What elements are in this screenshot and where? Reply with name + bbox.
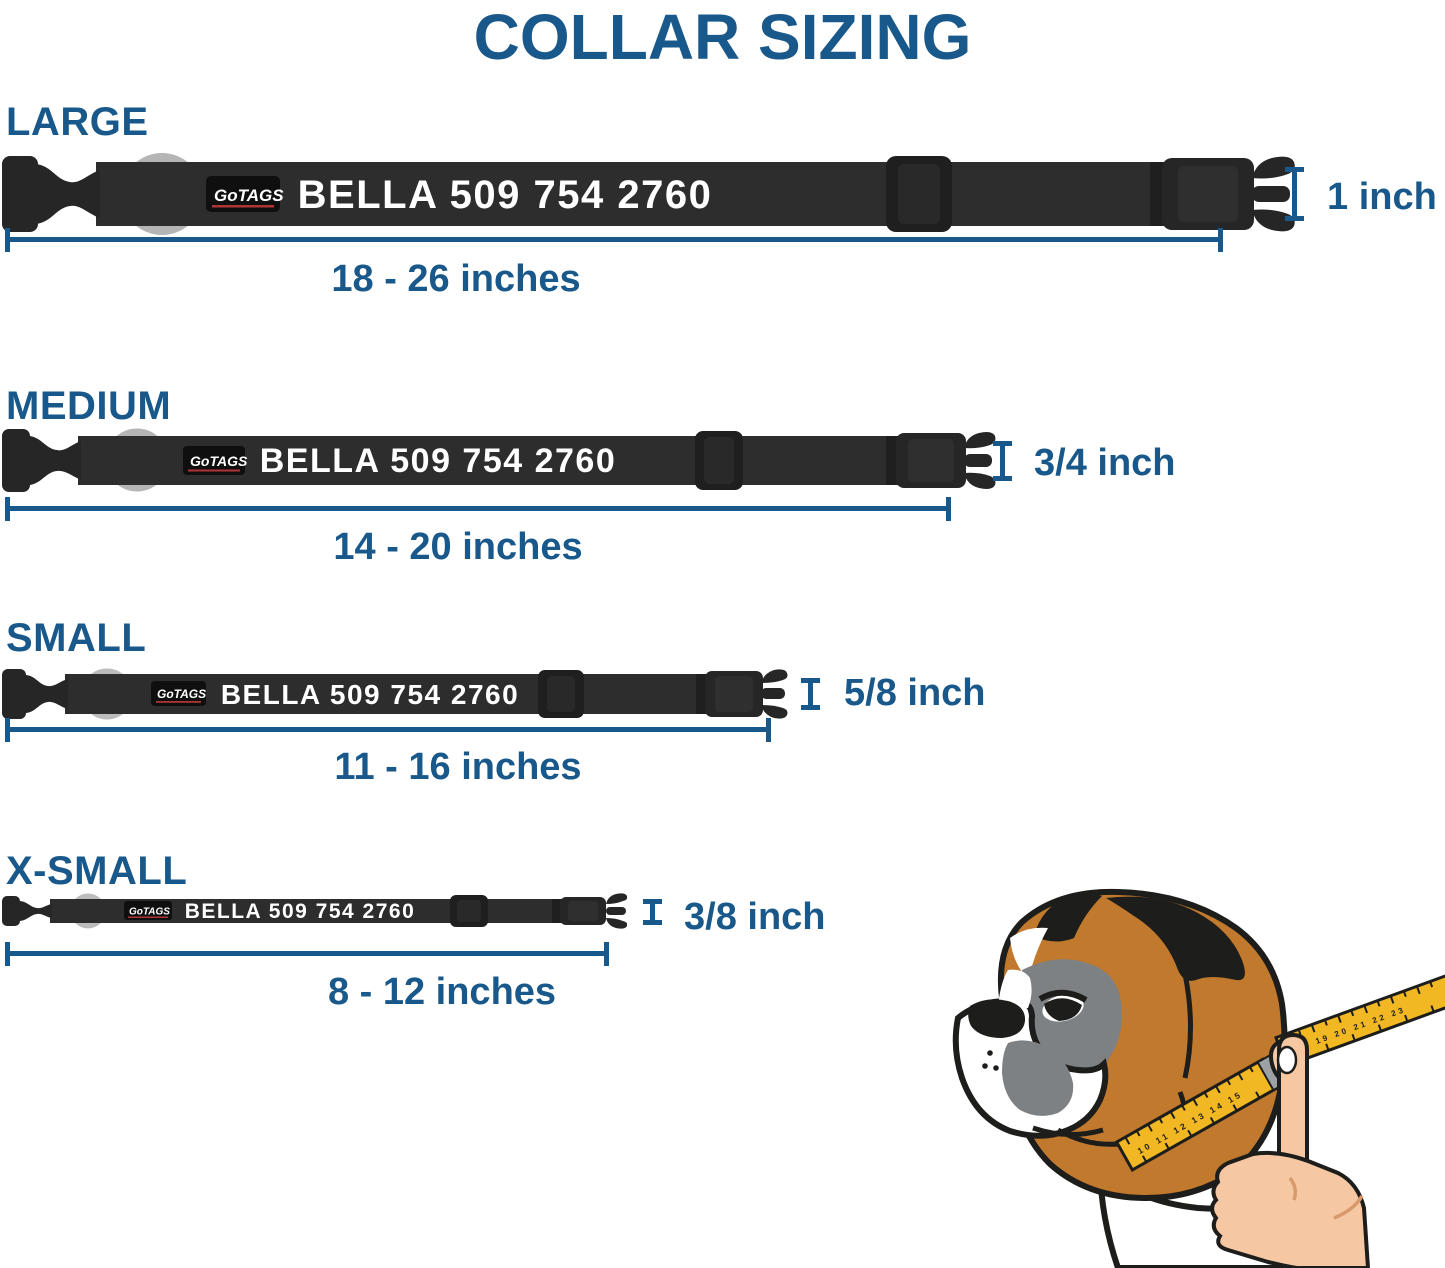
tape-tick-marks xyxy=(1124,1066,1261,1163)
length-measure-line-medium xyxy=(5,497,951,521)
length-measure-line-large xyxy=(5,228,1223,252)
size-label-small: SMALL xyxy=(6,616,147,660)
dog-blaze xyxy=(1010,927,1048,972)
logo-underline xyxy=(188,469,240,472)
collar-graphic-small: GoTAGS BELLA 509 754 2760 xyxy=(2,668,788,720)
collar-personalization-text: BELLA 509 754 2760 xyxy=(221,679,519,710)
width-indicator-large xyxy=(1285,167,1304,221)
length-range-large: 18 - 26 inches xyxy=(331,258,581,300)
length-range-medium: 14 - 20 inches xyxy=(333,526,583,568)
brand-patch xyxy=(183,446,245,475)
width-indicator-small xyxy=(801,678,820,710)
logo-underline xyxy=(128,916,168,918)
length-measure-line-small xyxy=(5,718,771,742)
buckle-male-icon xyxy=(2,156,38,232)
brand-logo: GoTAGS xyxy=(214,186,284,205)
buckle-male-icon xyxy=(2,669,26,719)
dog-ear-right-icon xyxy=(1106,896,1245,981)
dog-ear-left-icon xyxy=(1034,893,1102,942)
buckle-male-icon xyxy=(2,896,20,926)
width-indicator-xsmall xyxy=(643,899,662,925)
width-label-large: 1 inch xyxy=(1327,176,1437,218)
length-measure-line-xsmall xyxy=(5,942,609,966)
logo-underline xyxy=(156,701,201,703)
brand-patch xyxy=(124,901,172,920)
length-range-xsmall: 8 - 12 inches xyxy=(327,971,557,1013)
hand-fist xyxy=(1210,1150,1371,1268)
size-label-xsmall: X-SMALL xyxy=(6,849,188,893)
brand-logo: GoTAGS xyxy=(129,907,170,918)
page-title: COLLAR SIZING xyxy=(473,1,972,73)
collar-graphic-xsmall: GoTAGS BELLA 509 754 2760 xyxy=(2,893,628,929)
width-label-small: 5/8 inch xyxy=(844,672,986,714)
thumbnail xyxy=(1276,1045,1298,1075)
brand-patch xyxy=(206,176,280,212)
dog-measuring-illustration: 10 11 12 13 14 15 18 19 20 21 22 23 xyxy=(952,888,1445,1268)
logo-underline xyxy=(212,205,274,208)
collar-personalization-text: BELLA 509 754 2760 xyxy=(260,442,617,480)
collar-graphic-medium: GoTAGS BELLA 509 754 2760 xyxy=(2,428,996,492)
size-label-medium: MEDIUM xyxy=(6,384,172,428)
width-label-xsmall: 3/8 inch xyxy=(684,896,826,938)
brand-logo: GoTAGS xyxy=(157,687,206,701)
size-label-large: LARGE xyxy=(6,100,149,144)
width-label-medium: 3/4 inch xyxy=(1034,442,1176,484)
dog-nose-icon xyxy=(968,999,1026,1038)
buckle-male-icon xyxy=(2,429,30,492)
length-range-small: 11 - 16 inches xyxy=(334,746,582,788)
collar-graphic-large: GoTAGS BELLA 509 754 2760 xyxy=(2,153,1295,235)
collar-personalization-text: BELLA 509 754 2760 xyxy=(298,173,713,217)
brand-patch xyxy=(151,681,206,706)
collar-personalization-text: BELLA 509 754 2760 xyxy=(185,900,416,923)
brand-logo: GoTAGS xyxy=(190,453,248,469)
width-indicator-medium xyxy=(993,441,1012,481)
